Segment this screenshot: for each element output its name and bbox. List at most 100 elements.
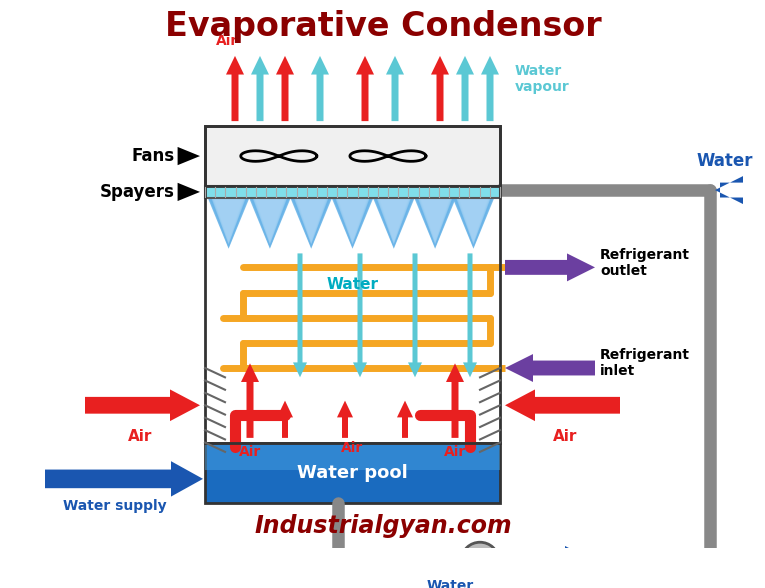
Text: Air: Air bbox=[341, 440, 363, 455]
Polygon shape bbox=[414, 198, 456, 249]
Polygon shape bbox=[212, 198, 245, 243]
Polygon shape bbox=[251, 198, 289, 246]
Polygon shape bbox=[252, 198, 288, 245]
Polygon shape bbox=[431, 56, 449, 121]
Polygon shape bbox=[334, 198, 372, 246]
Polygon shape bbox=[446, 363, 464, 438]
Polygon shape bbox=[505, 389, 620, 421]
Polygon shape bbox=[418, 198, 453, 245]
Polygon shape bbox=[45, 461, 203, 497]
Polygon shape bbox=[177, 183, 200, 201]
Polygon shape bbox=[470, 549, 492, 569]
Text: Air: Air bbox=[216, 35, 238, 48]
Polygon shape bbox=[505, 546, 590, 572]
Text: Fans: Fans bbox=[132, 147, 175, 165]
Polygon shape bbox=[416, 198, 454, 246]
Polygon shape bbox=[336, 198, 369, 243]
Polygon shape bbox=[249, 198, 291, 249]
Polygon shape bbox=[379, 198, 409, 241]
Polygon shape bbox=[241, 363, 259, 438]
Polygon shape bbox=[254, 198, 285, 242]
Text: Refrigerant
outlet: Refrigerant outlet bbox=[600, 248, 690, 278]
Polygon shape bbox=[459, 198, 488, 241]
Polygon shape bbox=[295, 198, 327, 242]
Polygon shape bbox=[293, 253, 307, 377]
FancyBboxPatch shape bbox=[205, 443, 500, 470]
Polygon shape bbox=[415, 198, 455, 248]
Text: Air: Air bbox=[128, 429, 152, 443]
Polygon shape bbox=[337, 198, 368, 242]
Polygon shape bbox=[457, 198, 489, 242]
Text: Water supply: Water supply bbox=[63, 499, 167, 513]
Polygon shape bbox=[417, 198, 454, 245]
Polygon shape bbox=[421, 198, 450, 241]
Polygon shape bbox=[291, 198, 331, 248]
Polygon shape bbox=[331, 198, 373, 249]
Polygon shape bbox=[419, 198, 451, 242]
Polygon shape bbox=[455, 198, 492, 245]
Text: Evaporative Condensor: Evaporative Condensor bbox=[164, 9, 601, 42]
Polygon shape bbox=[456, 56, 474, 121]
FancyBboxPatch shape bbox=[205, 186, 500, 198]
FancyBboxPatch shape bbox=[205, 126, 500, 186]
Polygon shape bbox=[356, 56, 374, 121]
Polygon shape bbox=[375, 198, 413, 246]
Polygon shape bbox=[293, 198, 330, 245]
Polygon shape bbox=[250, 198, 290, 248]
Text: Water
vapour: Water vapour bbox=[515, 64, 570, 94]
Text: Air: Air bbox=[239, 445, 261, 459]
Polygon shape bbox=[214, 198, 243, 241]
Circle shape bbox=[462, 542, 498, 576]
FancyBboxPatch shape bbox=[205, 443, 500, 503]
Polygon shape bbox=[210, 198, 247, 245]
Polygon shape bbox=[337, 400, 353, 438]
Polygon shape bbox=[276, 56, 294, 121]
Polygon shape bbox=[457, 198, 490, 243]
Polygon shape bbox=[505, 354, 595, 382]
Polygon shape bbox=[294, 198, 329, 245]
Polygon shape bbox=[226, 56, 244, 121]
Polygon shape bbox=[213, 198, 244, 242]
Polygon shape bbox=[334, 198, 371, 245]
Polygon shape bbox=[251, 56, 269, 121]
Polygon shape bbox=[207, 198, 249, 249]
Polygon shape bbox=[378, 198, 409, 242]
Polygon shape bbox=[253, 198, 286, 243]
Text: Water: Water bbox=[426, 580, 474, 588]
Polygon shape bbox=[335, 198, 370, 245]
Polygon shape bbox=[456, 198, 491, 245]
Polygon shape bbox=[85, 389, 200, 421]
Polygon shape bbox=[177, 147, 200, 165]
Polygon shape bbox=[256, 198, 285, 241]
Polygon shape bbox=[418, 198, 451, 243]
Polygon shape bbox=[376, 198, 412, 245]
Polygon shape bbox=[397, 400, 413, 438]
Text: Water: Water bbox=[327, 277, 379, 292]
Polygon shape bbox=[377, 198, 410, 243]
Polygon shape bbox=[338, 198, 367, 241]
Text: Spayers: Spayers bbox=[100, 183, 175, 201]
Polygon shape bbox=[505, 253, 595, 282]
Polygon shape bbox=[408, 253, 422, 377]
Polygon shape bbox=[454, 198, 493, 246]
Polygon shape bbox=[373, 198, 414, 248]
Polygon shape bbox=[386, 56, 404, 121]
Polygon shape bbox=[295, 198, 327, 243]
Polygon shape bbox=[311, 56, 329, 121]
Polygon shape bbox=[297, 198, 326, 241]
Polygon shape bbox=[452, 198, 494, 249]
Polygon shape bbox=[210, 198, 248, 246]
Text: Refrigerant
inlet: Refrigerant inlet bbox=[600, 348, 690, 379]
Polygon shape bbox=[715, 176, 743, 204]
Polygon shape bbox=[290, 198, 332, 249]
Polygon shape bbox=[292, 198, 330, 246]
Text: Industrialgyan.com: Industrialgyan.com bbox=[254, 514, 512, 539]
Polygon shape bbox=[277, 400, 293, 438]
Polygon shape bbox=[209, 198, 249, 248]
Polygon shape bbox=[376, 198, 412, 245]
Polygon shape bbox=[454, 198, 493, 248]
Polygon shape bbox=[353, 253, 367, 377]
Text: Air: Air bbox=[553, 429, 577, 443]
Polygon shape bbox=[463, 253, 477, 377]
Polygon shape bbox=[211, 198, 246, 245]
